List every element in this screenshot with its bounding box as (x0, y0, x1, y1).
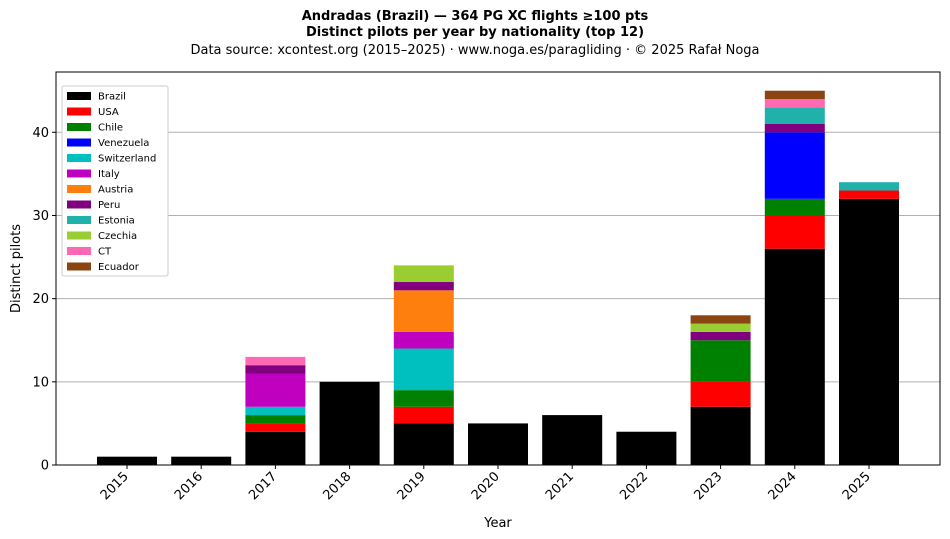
legend-label: Austria (98, 185, 133, 196)
y-tick-label: 40 (32, 126, 49, 141)
y-tick-label: 10 (32, 375, 49, 390)
bar-ecuador-2023 (690, 315, 751, 324)
legend-label: Estonia (98, 216, 135, 227)
bar-czechia-2023 (690, 323, 751, 332)
bar-peru-2023 (690, 331, 751, 341)
bar-brazil-2024 (764, 248, 825, 465)
bar-chile-2024 (764, 198, 825, 216)
x-tick-label: 2019 (395, 469, 429, 503)
x-tick-label: 2025 (840, 469, 874, 503)
bar-brazil-2018 (319, 381, 380, 465)
bar-peru-2019 (393, 282, 454, 291)
x-axis-ticks: 2015 2016 2017 2018 2019 2020 2021 2022 2023 2024… (98, 465, 874, 503)
legend-swatch (67, 169, 91, 178)
bar-peru-2024 (764, 123, 825, 133)
bar-switzerland-2019 (393, 348, 454, 391)
bar-estonia-2024 (764, 107, 825, 124)
legend-label: USA (98, 107, 119, 118)
x-tick-label: 2022 (617, 469, 651, 503)
legend-label: Italy (98, 169, 120, 180)
legend-label: Czechia (98, 231, 137, 242)
bar-chile-2019 (393, 390, 454, 407)
legend-label: CT (98, 247, 112, 258)
legend-swatch (67, 185, 91, 193)
bar-brazil-2017 (245, 431, 306, 465)
x-tick-label: 2016 (172, 469, 206, 503)
x-tick-label: 2024 (766, 469, 800, 503)
legend-label: Peru (98, 200, 120, 211)
legend-swatch (67, 123, 91, 131)
bar-brazil-2020 (468, 423, 528, 465)
bar-venezuela-2024 (764, 132, 825, 199)
y-axis-label: Distinct pilots (9, 224, 24, 313)
legend-label: Venezuela (98, 138, 149, 149)
bar-ct-2017 (245, 356, 306, 366)
x-tick-label: 2018 (320, 469, 354, 503)
bar-brazil-2015 (97, 456, 157, 465)
legend-swatch (67, 154, 91, 162)
bar-brazil-2016 (171, 456, 232, 465)
chart-title: Andradas (Brazil) — 364 PG XC flights ≥1… (301, 9, 649, 24)
bar-usa-2019 (393, 406, 454, 424)
bar-usa-2017 (245, 423, 306, 432)
legend-swatch (67, 107, 91, 116)
chart-subtitle: Distinct pilots per year by nationality … (305, 25, 645, 40)
x-tick-label: 2017 (246, 469, 280, 503)
bar-chile-2017 (245, 415, 306, 424)
bar-brazil-2023 (690, 406, 751, 465)
bar-usa-2025 (839, 190, 899, 199)
x-tick-label: 2021 (543, 469, 577, 503)
legend-label: Brazil (98, 92, 126, 103)
bar-ecuador-2024 (764, 90, 825, 100)
y-tick-label: 0 (41, 459, 49, 474)
bar-estonia-2025 (839, 182, 899, 191)
x-axis-label: Year (483, 516, 512, 531)
x-tick-label: 2020 (469, 469, 503, 503)
legend-swatch (67, 138, 91, 147)
bar-usa-2024 (764, 215, 825, 249)
x-tick-label: 2015 (98, 469, 132, 503)
y-tick-label: 30 (32, 209, 49, 224)
legend-label: Chile (98, 123, 123, 134)
bar-switzerland-2017 (245, 406, 306, 416)
legend-swatch (67, 216, 91, 224)
legend-label: Ecuador (98, 262, 140, 273)
legend-swatch (67, 262, 91, 271)
legend-box (61, 85, 169, 277)
bar-peru-2017 (245, 365, 306, 374)
legend-swatch (67, 247, 91, 255)
legend-swatch (67, 200, 91, 209)
legend-swatch (67, 92, 91, 100)
bar-austria-2019 (393, 290, 454, 332)
bar-usa-2023 (690, 381, 751, 407)
bar-chile-2023 (690, 340, 751, 382)
bar-czechia-2019 (393, 265, 454, 283)
x-tick-label: 2023 (691, 469, 725, 503)
y-axis-ticks: 0 10 20 30 40 (32, 126, 56, 474)
bar-brazil-2025 (839, 198, 899, 466)
bar-italy-2019 (393, 331, 454, 349)
legend-swatch (67, 231, 91, 240)
y-tick-label: 20 (32, 292, 49, 307)
bar-brazil-2019 (393, 423, 454, 465)
legend: Brazil USA Chile Venezuela Switzerland Italy A… (61, 85, 169, 277)
legend-label: Switzerland (98, 154, 156, 165)
bar-italy-2017 (245, 373, 306, 407)
bars-group (97, 90, 899, 466)
bar-brazil-2022 (616, 431, 677, 465)
bar-ct-2024 (764, 99, 825, 108)
bar-brazil-2021 (542, 415, 603, 465)
chart-source: Data source: xcontest.org (2015–2025) · … (190, 43, 760, 58)
